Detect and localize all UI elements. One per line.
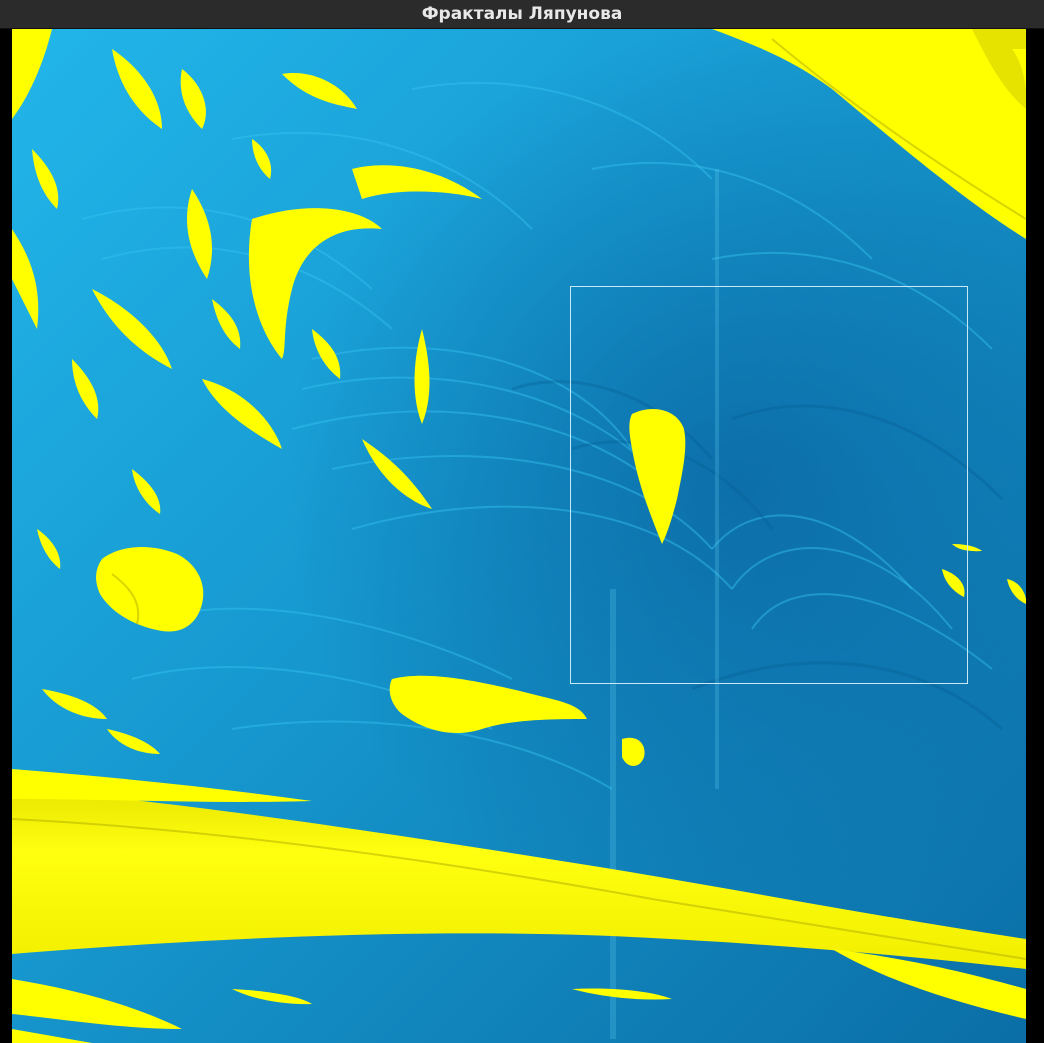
fractal-canvas[interactable] (12, 29, 1026, 1043)
stable-blob-left (96, 547, 204, 632)
stable-shading (12, 38, 1026, 960)
stable-crescent-middle (389, 675, 587, 734)
vertical-streak (610, 589, 616, 1039)
stable-islands (12, 29, 1026, 1043)
window-title: Фракталы Ляпунова (421, 4, 623, 24)
fractal-image (12, 29, 1026, 1043)
stable-crescent-center (629, 409, 686, 544)
stable-band-bottom (12, 789, 1026, 969)
window-titlebar[interactable]: Фракталы Ляпунова (0, 0, 1044, 29)
vertical-streak (715, 169, 719, 789)
stable-band-top-right (712, 29, 1026, 239)
